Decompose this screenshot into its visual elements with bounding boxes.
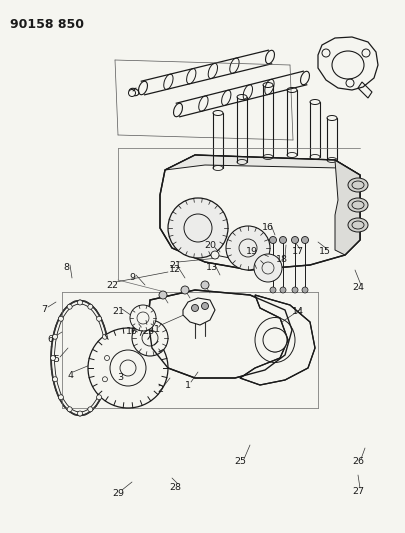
Circle shape xyxy=(292,287,298,293)
Circle shape xyxy=(53,334,58,340)
Text: 16: 16 xyxy=(262,223,274,232)
Circle shape xyxy=(67,304,72,309)
Text: 2: 2 xyxy=(157,385,163,394)
Text: 7: 7 xyxy=(41,305,47,314)
Circle shape xyxy=(211,251,219,259)
Circle shape xyxy=(226,226,270,270)
Text: 27: 27 xyxy=(352,488,364,497)
Text: 9: 9 xyxy=(129,273,135,282)
Ellipse shape xyxy=(51,301,109,416)
Ellipse shape xyxy=(348,218,368,232)
Circle shape xyxy=(58,395,64,400)
Text: 23: 23 xyxy=(142,327,154,336)
Circle shape xyxy=(130,305,156,331)
Polygon shape xyxy=(148,290,292,378)
Circle shape xyxy=(280,287,286,293)
Text: 1: 1 xyxy=(185,381,191,390)
Text: 20: 20 xyxy=(204,240,216,249)
Text: 29: 29 xyxy=(112,489,124,497)
Circle shape xyxy=(88,328,168,408)
Circle shape xyxy=(192,304,198,311)
Circle shape xyxy=(88,407,93,412)
Circle shape xyxy=(269,237,277,244)
Circle shape xyxy=(202,303,209,310)
Circle shape xyxy=(104,356,109,360)
Text: 21: 21 xyxy=(169,261,181,270)
Circle shape xyxy=(51,356,55,360)
Text: 6: 6 xyxy=(47,335,53,344)
Circle shape xyxy=(279,237,286,244)
Text: 22: 22 xyxy=(106,280,118,289)
Circle shape xyxy=(132,320,168,356)
Circle shape xyxy=(292,237,298,244)
Text: 11: 11 xyxy=(149,326,161,335)
Text: 28: 28 xyxy=(169,482,181,491)
Circle shape xyxy=(77,300,83,305)
Circle shape xyxy=(270,287,276,293)
Circle shape xyxy=(159,291,167,299)
Circle shape xyxy=(128,90,136,96)
Text: 5: 5 xyxy=(53,356,59,365)
Text: 3: 3 xyxy=(117,374,123,383)
Text: 90158 850: 90158 850 xyxy=(10,18,84,31)
Circle shape xyxy=(88,304,93,309)
Text: 26: 26 xyxy=(352,457,364,466)
Circle shape xyxy=(67,407,72,412)
Text: 21: 21 xyxy=(112,308,124,317)
Text: 15: 15 xyxy=(319,247,331,256)
Circle shape xyxy=(96,316,102,321)
Circle shape xyxy=(181,286,189,294)
Text: 13: 13 xyxy=(206,263,218,272)
Text: 10: 10 xyxy=(126,327,138,336)
Circle shape xyxy=(96,395,102,400)
Text: 12: 12 xyxy=(169,265,181,274)
Text: 17: 17 xyxy=(292,247,304,256)
Circle shape xyxy=(254,254,282,282)
Circle shape xyxy=(77,411,83,416)
Text: 19: 19 xyxy=(246,247,258,256)
Polygon shape xyxy=(165,155,360,175)
Polygon shape xyxy=(335,160,360,255)
Circle shape xyxy=(263,328,287,352)
Text: 4: 4 xyxy=(67,370,73,379)
Circle shape xyxy=(102,377,107,382)
Circle shape xyxy=(53,377,58,382)
Circle shape xyxy=(102,334,107,340)
Polygon shape xyxy=(160,155,360,270)
Circle shape xyxy=(301,237,309,244)
Ellipse shape xyxy=(348,178,368,192)
Text: 24: 24 xyxy=(352,284,364,293)
Circle shape xyxy=(302,287,308,293)
Circle shape xyxy=(168,198,228,258)
Polygon shape xyxy=(240,295,315,385)
Polygon shape xyxy=(183,298,215,325)
Circle shape xyxy=(201,281,209,289)
Ellipse shape xyxy=(348,198,368,212)
Circle shape xyxy=(58,316,64,321)
Text: 14: 14 xyxy=(292,308,304,317)
Text: 18: 18 xyxy=(276,255,288,264)
Text: 8: 8 xyxy=(63,263,69,272)
Text: 25: 25 xyxy=(234,457,246,466)
